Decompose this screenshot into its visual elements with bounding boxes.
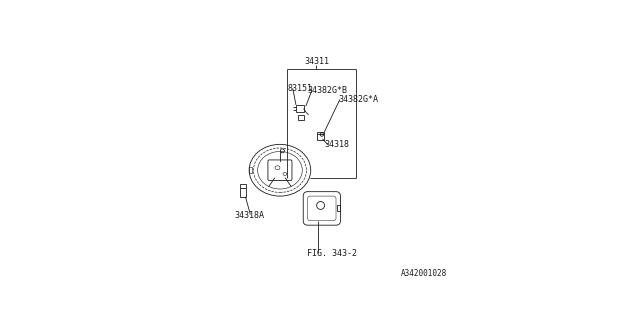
Text: FIG. 343-2: FIG. 343-2: [307, 249, 357, 258]
Text: 34318: 34318: [324, 140, 350, 149]
Text: 34382G*A: 34382G*A: [339, 95, 379, 104]
Bar: [298, 115, 303, 120]
Text: 34311: 34311: [304, 57, 329, 66]
Bar: [296, 105, 303, 112]
Text: 34318A: 34318A: [235, 211, 265, 220]
Text: 83151: 83151: [288, 84, 313, 93]
Bar: [317, 132, 324, 140]
Bar: [249, 167, 252, 173]
Text: A342001028: A342001028: [401, 269, 447, 278]
Bar: [337, 205, 340, 212]
Bar: [240, 184, 246, 196]
Text: 34382G*B: 34382G*B: [307, 86, 347, 95]
